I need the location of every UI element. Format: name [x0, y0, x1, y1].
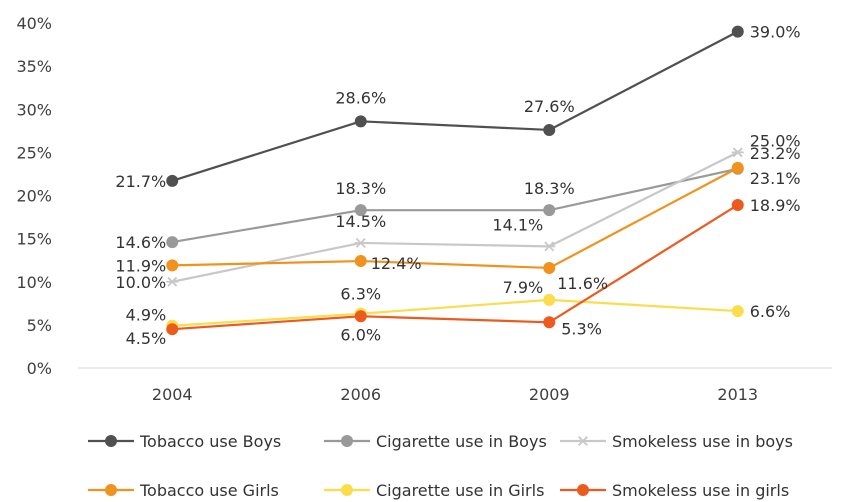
- y-tick-label: 10%: [16, 273, 52, 292]
- data-point: [732, 305, 744, 317]
- data-label: 7.9%: [503, 278, 544, 297]
- data-label: 28.6%: [335, 88, 386, 107]
- legend-item: Tobacco use Boys: [88, 432, 281, 451]
- legend-label: Cigarette use in Girls: [376, 481, 544, 500]
- data-point: [543, 242, 555, 251]
- data-label: 4.9%: [126, 306, 167, 325]
- series-line: [172, 32, 738, 181]
- legend-item: Smokeless use in boys: [560, 432, 793, 451]
- data-point: [355, 115, 367, 127]
- data-label: 18.3%: [524, 179, 575, 198]
- y-tick-label: 30%: [16, 100, 52, 119]
- data-label: 12.4%: [371, 254, 422, 273]
- data-point: [355, 255, 367, 267]
- data-point: [166, 236, 178, 248]
- y-tick-label: 15%: [16, 230, 52, 249]
- data-label: 6.0%: [340, 325, 381, 344]
- series-4: [166, 294, 744, 332]
- data-label: 14.1%: [492, 215, 543, 234]
- data-label: 27.6%: [524, 97, 575, 116]
- data-point: [732, 148, 744, 157]
- data-point: [543, 204, 555, 216]
- legend-label: Cigarette use in Boys: [376, 432, 547, 451]
- data-point: [166, 175, 178, 187]
- y-tick-label: 0%: [27, 359, 52, 378]
- series-1: [166, 163, 744, 248]
- data-point: [543, 124, 555, 136]
- legend-marker: [341, 435, 353, 447]
- data-point: [732, 26, 744, 38]
- legend-marker: [341, 484, 353, 496]
- legend-label: Tobacco use Boys: [139, 432, 281, 451]
- data-label: 23.1%: [750, 169, 801, 188]
- data-labels: 21.7% 28.6% 27.6% 39.0% 14.6% 18.3% 18.3% 23.1%…: [115, 23, 800, 349]
- series-line: [172, 169, 738, 242]
- legend-marker: [105, 484, 117, 496]
- y-tick-label: 20%: [16, 187, 52, 206]
- y-tick-label: 25%: [16, 143, 52, 162]
- data-label: 14.5%: [335, 212, 386, 231]
- data-label: 11.6%: [557, 274, 608, 293]
- series-3: [166, 162, 744, 274]
- legend-item: Cigarette use in Girls: [324, 481, 544, 500]
- data-point: [355, 310, 367, 322]
- x-tick-label: 2006: [340, 385, 381, 404]
- data-label: 18.3%: [335, 179, 386, 198]
- data-point: [732, 199, 744, 211]
- data-point: [355, 239, 367, 248]
- data-point: [543, 294, 555, 306]
- series-layer: [166, 26, 744, 336]
- legend-label: Smokeless use in girls: [612, 481, 789, 500]
- x-tick-label: 2004: [152, 385, 193, 404]
- legend: Tobacco use Boys Cigarette use in Boys Smo…: [88, 432, 793, 500]
- data-label: 11.9%: [115, 256, 166, 275]
- data-point: [543, 262, 555, 274]
- series-5: [166, 199, 744, 335]
- data-point: [543, 316, 555, 328]
- data-label: 10.0%: [115, 273, 166, 292]
- x-tick-label: 2013: [717, 385, 758, 404]
- series-line: [172, 168, 738, 268]
- data-point: [166, 259, 178, 271]
- data-label: 21.7%: [115, 172, 166, 191]
- data-label: 39.0%: [750, 23, 801, 42]
- y-tick-label: 5%: [27, 316, 52, 335]
- legend-label: Smokeless use in boys: [612, 432, 793, 451]
- y-tick-label: 40%: [16, 14, 52, 33]
- legend-marker: [577, 484, 589, 496]
- data-label: 5.3%: [561, 319, 602, 338]
- legend-item: Tobacco use Girls: [88, 481, 279, 500]
- y-tick-label: 35%: [16, 57, 52, 76]
- x-tick-label: 2009: [529, 385, 570, 404]
- data-label: 6.3%: [340, 285, 381, 304]
- series-0: [166, 26, 744, 187]
- data-point: [732, 162, 744, 174]
- series-line: [172, 205, 738, 329]
- legend-marker: [577, 437, 589, 446]
- data-point: [166, 277, 178, 286]
- legend-item: Smokeless use in girls: [560, 481, 789, 500]
- legend-marker: [105, 435, 117, 447]
- data-label: 18.9%: [750, 196, 801, 215]
- data-label: 23.2%: [750, 144, 801, 163]
- series-line: [172, 300, 738, 326]
- legend-label: Tobacco use Girls: [139, 481, 279, 500]
- data-label: 4.5%: [126, 329, 167, 348]
- data-label: 6.6%: [750, 302, 791, 321]
- legend-item: Cigarette use in Boys: [324, 432, 547, 451]
- data-point: [166, 323, 178, 335]
- data-label: 14.6%: [115, 233, 166, 252]
